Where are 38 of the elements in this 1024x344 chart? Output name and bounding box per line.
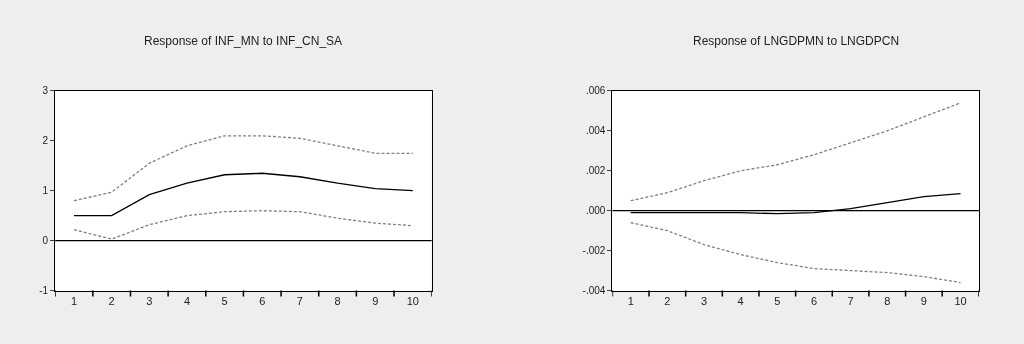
x-tick-label: 6: [810, 294, 818, 307]
y-tick-label: -.002: [582, 245, 606, 257]
x-tick-label: 9: [372, 294, 379, 307]
x-tick-label: 1: [70, 294, 78, 307]
x-tick-label: 10: [954, 294, 967, 307]
y-tick-label: -1: [39, 285, 49, 297]
y-tick-label: 3: [42, 85, 49, 97]
x-tick-label: 1: [627, 294, 634, 307]
x-tick-label: 10: [406, 294, 419, 307]
x-tick-label: 8: [334, 294, 341, 307]
y-tick-label: -.004: [582, 285, 606, 297]
x-tick-label: 5: [774, 294, 781, 307]
y-tick-label: .004: [585, 125, 606, 137]
x-tick-label: 4: [737, 294, 744, 307]
y-tick-label: .000: [585, 205, 606, 217]
x-tick-label: 9: [920, 294, 927, 307]
x-tick-label: 8: [884, 294, 891, 307]
line-series: [630, 102, 962, 202]
y-tick-label: .002: [585, 165, 606, 177]
y-tick-label: 2: [42, 135, 49, 147]
y-tick-label: 1: [42, 185, 49, 197]
y-tick-label: 0: [42, 235, 49, 247]
x-tick-label: 7: [847, 294, 854, 307]
line-series: [73, 135, 414, 202]
x-tick-label: 4: [183, 294, 191, 307]
x-tick-label: 5: [221, 294, 228, 307]
x-tick-label: 3: [700, 294, 708, 307]
line-series: [73, 172, 414, 217]
y-tick-label: .006: [585, 85, 606, 97]
chart-title: Response of INF_MN to INF_CN_SA: [144, 34, 343, 48]
chart-title: Response of LNGDPMN to LNGDPCN: [693, 34, 900, 48]
x-tick-label: 2: [108, 294, 115, 307]
x-tick-label: 6: [259, 294, 266, 307]
x-tick-label: 3: [146, 294, 153, 307]
x-tick-label: 2: [664, 294, 671, 307]
x-tick-label: 7: [296, 294, 303, 307]
line-series: [73, 210, 414, 240]
line-series: [630, 222, 962, 284]
